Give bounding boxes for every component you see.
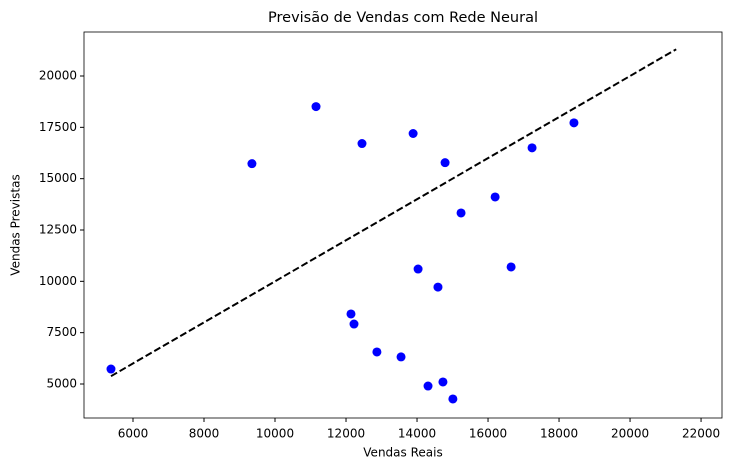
point [506,262,516,272]
point [311,102,321,112]
point [440,158,450,168]
x-axis-label: Vendas Reais [363,446,442,460]
point [247,159,257,169]
plot-frame [83,31,723,419]
reference-line [110,48,677,378]
point [456,208,466,218]
point [527,143,537,153]
point [490,192,500,202]
x-tick-label: 16000 [469,427,507,441]
point [569,118,579,128]
x-tick-label: 22000 [682,427,720,441]
x-tick-label: 10000 [256,427,294,441]
y-tick-label: 15000 [39,171,77,185]
y-tick-label: 10000 [39,274,77,288]
point [346,309,356,319]
x-tick-label: 12000 [327,427,365,441]
point [433,282,443,292]
chart-title: Previsão de Vendas com Rede Neural [268,10,538,26]
point [423,381,433,391]
point [106,364,116,374]
y-tick-label: 5000 [46,376,77,390]
point [413,264,423,274]
x-tick-label: 14000 [398,427,436,441]
point [438,377,448,387]
y-tick-label: 12500 [39,222,77,236]
y-tick-label: 7500 [46,325,77,339]
point [357,139,367,149]
x-tick-label: 6000 [118,427,149,441]
y-tick-label: 20000 [39,69,77,83]
x-tick-label: 18000 [540,427,578,441]
x-tick-label: 20000 [611,427,649,441]
point [396,352,406,362]
x-tick-label: 8000 [189,427,220,441]
point [448,394,458,404]
y-axis-label: Vendas Previstas [9,174,23,275]
point [408,128,418,138]
point [372,347,382,357]
y-tick-label: 17500 [39,120,77,134]
point [349,319,359,329]
